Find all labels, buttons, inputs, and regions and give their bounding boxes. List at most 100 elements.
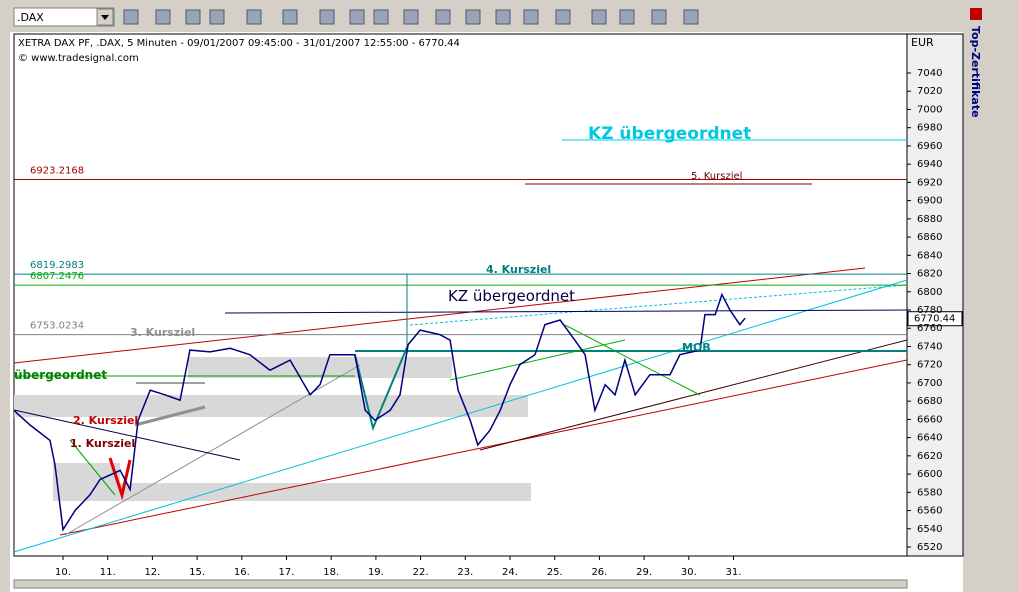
y-tick-label: 6620: [917, 451, 942, 462]
trend-line: [69, 439, 116, 496]
x-tick-label: 17.: [279, 567, 295, 578]
last-price-box: [907, 311, 963, 327]
level-label: 6923.2168: [30, 165, 84, 176]
price-layer: 6770.44: [13, 292, 963, 532]
trend-line: [13, 279, 908, 553]
x-tick-label: 25.: [547, 567, 563, 578]
y-tick-label: 6540: [917, 524, 942, 535]
x-tick-label: 11.: [100, 567, 116, 578]
icon[interactable]: [651, 9, 667, 25]
price-axis: [906, 33, 964, 557]
icon[interactable]: [246, 9, 262, 25]
y-tick-label: 7020: [917, 86, 942, 97]
icon[interactable]: [555, 9, 571, 25]
y-tick-label: 6780: [917, 305, 942, 316]
trend-line: [134, 405, 206, 427]
y-tick-label: 6720: [917, 360, 942, 371]
dropdown-arrow: [101, 15, 109, 20]
x-tick-label: 26.: [591, 567, 607, 578]
icon[interactable]: [282, 9, 298, 25]
annotation: KZ übergeordnet: [588, 124, 751, 144]
icon[interactable]: [349, 9, 365, 25]
trend-line: [224, 309, 908, 314]
level-label: 6753.0234: [30, 321, 84, 332]
scrollbar[interactable]: [13, 579, 908, 589]
y-tick-label: 7040: [917, 68, 942, 79]
icon[interactable]: [523, 9, 539, 25]
trend-line: [13, 267, 866, 364]
toolbar-icons: [123, 9, 699, 25]
annotation: 4. Kursziel: [486, 263, 551, 276]
zone: [14, 395, 528, 417]
zone: [53, 483, 531, 501]
icon[interactable]: [435, 9, 451, 25]
icon[interactable]: [209, 9, 225, 25]
y-tick-label: 6640: [917, 433, 942, 444]
y-tick-label: 6840: [917, 250, 942, 261]
x-tick-label: 31.: [726, 567, 742, 578]
side-panel: [965, 0, 1018, 592]
last-price: 6770.44: [914, 314, 955, 325]
annotation: 3. Kursziel: [130, 326, 195, 339]
icon[interactable]: [591, 9, 607, 25]
price-line: [13, 292, 746, 532]
symbol-text: .DAX: [17, 11, 44, 24]
y-tick-label: 6800: [917, 287, 942, 298]
y-tick-label: 6520: [917, 542, 942, 553]
x-tick-label: 16.: [234, 567, 250, 578]
x-tick-label: 19.: [368, 567, 384, 578]
x-tick-label: 30.: [681, 567, 697, 578]
icon[interactable]: [373, 9, 389, 25]
y-tick-label: 6560: [917, 506, 942, 517]
icon[interactable]: [683, 9, 699, 25]
x-tick-label: 10.: [55, 567, 71, 578]
plot-area: [13, 33, 908, 557]
icon[interactable]: [319, 9, 335, 25]
x-tick-label: 18.: [323, 567, 339, 578]
trend-line: [564, 324, 701, 396]
annotation: 5. Kursziel: [691, 171, 742, 182]
y-tick-label: 6940: [917, 159, 942, 170]
chart-title: XETRA DAX PF, .DAX, 5 Minuten - 09/01/20…: [18, 38, 460, 49]
icon[interactable]: [185, 9, 201, 25]
icon[interactable]: [155, 9, 171, 25]
y-tick-label: 6820: [917, 269, 942, 280]
zone: [188, 357, 452, 378]
y-tick-label: 6880: [917, 214, 942, 225]
y-tick-label: 6600: [917, 469, 942, 480]
side-panel-icon[interactable]: [970, 8, 982, 20]
trend-line: [409, 284, 908, 326]
trend-line: [13, 409, 241, 461]
annotation: 1. Kursziel: [70, 437, 135, 450]
copyright: © www.tradesignal.com: [18, 53, 139, 64]
y-tick-label: 6900: [917, 196, 942, 207]
zones: [14, 357, 531, 501]
trend-line: [59, 359, 908, 536]
pattern-line: [354, 344, 409, 432]
level-label: 6807.2476: [30, 271, 84, 282]
x-tick-label: 15.: [189, 567, 205, 578]
y-tick-label: 6700: [917, 378, 942, 389]
x-tick-label: 24.: [502, 567, 518, 578]
annotation: 2. Kursziel: [73, 414, 138, 427]
y-tick-label: 6760: [917, 323, 942, 334]
y-tick-label: 6920: [917, 177, 942, 188]
pattern-line: [108, 457, 132, 501]
annotation: KZ übergeordnet: [448, 287, 575, 305]
x-tick-label: 22.: [413, 567, 429, 578]
x-tick-label: 23.: [457, 567, 473, 578]
y-tick-label: 6660: [917, 414, 942, 425]
icon[interactable]: [123, 9, 139, 25]
icon[interactable]: [403, 9, 419, 25]
icon[interactable]: [465, 9, 481, 25]
symbol-box[interactable]: [13, 7, 115, 27]
icon[interactable]: [495, 9, 511, 25]
icon[interactable]: [619, 9, 635, 25]
y-tick-label: 6860: [917, 232, 942, 243]
y-tick-label: 6580: [917, 487, 942, 498]
y-tick-label: 6980: [917, 123, 942, 134]
y-tick-label: 6960: [917, 141, 942, 152]
